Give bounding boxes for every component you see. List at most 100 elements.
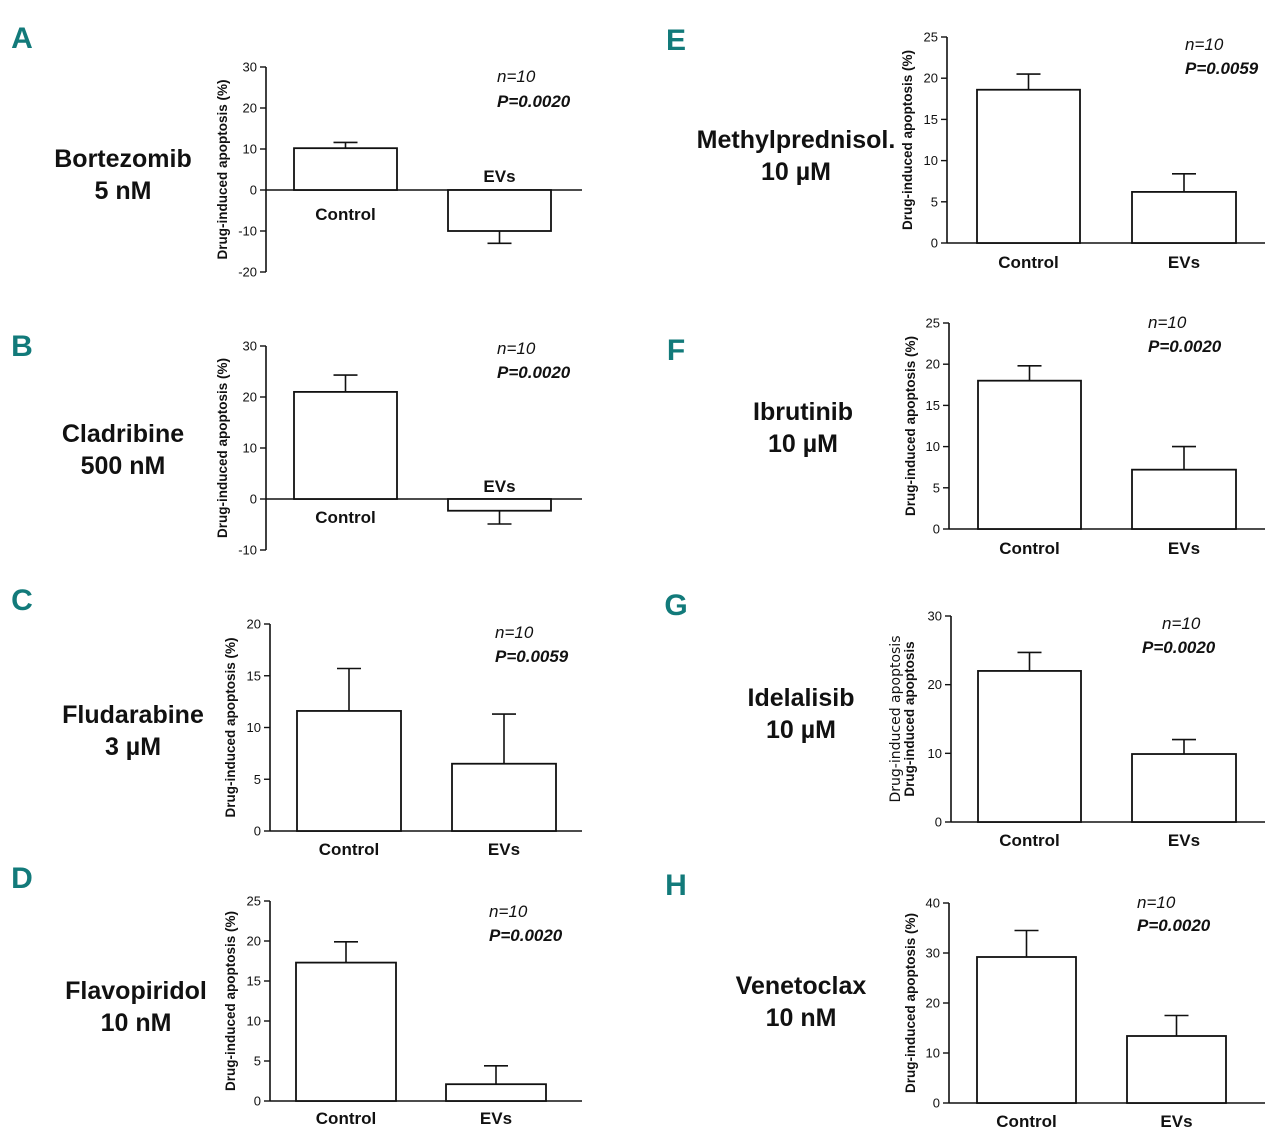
y-axis-label-overlay: Drug-induced apoptosis xyxy=(888,636,904,803)
y-tick-label: 20 xyxy=(247,617,261,632)
panel-h: H Venetoclax 10 nM 40 30 20 10 0 Drug-induced ap… xyxy=(665,869,1265,1131)
y-tick-label: 25 xyxy=(247,894,261,909)
y-tick-label: 0 xyxy=(250,492,257,507)
y-tick-label: 10 xyxy=(924,153,938,168)
drug-dose: 10 nM xyxy=(101,1009,172,1037)
drug-dose: 3 µM xyxy=(105,733,161,761)
drug-dose: 500 nM xyxy=(81,452,166,480)
y-axis-label: Drug-induced apoptosis (%) xyxy=(223,638,238,818)
p-value-label: P=0.0059 xyxy=(1185,59,1259,78)
y-tick-label: 20 xyxy=(247,934,261,949)
y-tick-label: 0 xyxy=(933,1096,940,1111)
p-value-label: P=0.0020 xyxy=(497,363,571,382)
y-tick-label: 10 xyxy=(243,441,257,456)
category-label: Control xyxy=(999,539,1059,558)
bar-evs xyxy=(451,762,557,832)
drug-dose: 10 µM xyxy=(766,716,836,744)
bar-evs xyxy=(447,498,552,512)
n-label: n=10 xyxy=(1162,614,1201,633)
y-tick-label: 20 xyxy=(926,996,940,1011)
y-tick-label: 0 xyxy=(250,183,257,198)
bar-control xyxy=(296,710,402,832)
y-tick-label: 10 xyxy=(928,746,942,761)
drug-name: Cladribine xyxy=(62,420,184,448)
y-tick-label: -10 xyxy=(238,543,257,558)
y-tick-label: 5 xyxy=(254,772,261,787)
bar-control xyxy=(293,147,398,191)
bar-evs xyxy=(445,1083,547,1102)
y-tick-label: 30 xyxy=(243,60,257,75)
bar-control xyxy=(295,961,397,1102)
y-tick-label: 0 xyxy=(254,1094,261,1109)
category-label: EVs xyxy=(488,840,520,859)
panel-letter: G xyxy=(664,589,687,622)
drug-name: Bortezomib xyxy=(54,145,192,173)
y-axis-label: Drug-induced apoptosis (%) xyxy=(223,911,238,1091)
category-label: EVs xyxy=(1168,253,1200,272)
category-label: Control xyxy=(319,840,379,859)
p-value-label: P=0.0020 xyxy=(489,926,563,945)
y-tick-label: 15 xyxy=(924,112,938,127)
y-tick-label: 20 xyxy=(924,71,938,86)
y-axis-label: Drug-induced apoptosis (%) xyxy=(900,50,915,230)
n-label: n=10 xyxy=(497,67,536,86)
drug-name: Flavopiridol xyxy=(65,977,207,1005)
y-tick-label: 10 xyxy=(247,1014,261,1029)
category-label: EVs xyxy=(483,477,515,496)
panel-letter: C xyxy=(11,584,33,617)
y-tick-label: 10 xyxy=(247,720,261,735)
p-value-label: P=0.0020 xyxy=(1148,337,1222,356)
n-label: n=10 xyxy=(497,339,536,358)
drug-name: Idelalisib xyxy=(748,684,855,712)
n-label: n=10 xyxy=(489,902,528,921)
category-label: Control xyxy=(315,508,375,527)
category-label: EVs xyxy=(480,1109,512,1128)
panel-letter: H xyxy=(665,869,687,902)
panel-e: E Methylprednisol. 10 µM 25 20 15 10 5 0 Drug-ind… xyxy=(666,24,1265,272)
n-label: n=10 xyxy=(495,623,534,642)
p-value-label: P=0.0020 xyxy=(497,92,571,111)
panel-c: C Fludarabine 3 µM 20 15 10 5 0 Drug-induced apo… xyxy=(11,584,582,859)
n-label: n=10 xyxy=(1148,313,1187,332)
drug-name: Ibrutinib xyxy=(753,398,853,426)
y-tick-label: 10 xyxy=(926,439,940,454)
p-value-label: P=0.0020 xyxy=(1137,916,1211,935)
panel-d: D Flavopiridol 10 nM 25 20 15 10 5 0 Drug-induced… xyxy=(11,862,582,1128)
y-tick-label: 30 xyxy=(243,339,257,354)
drug-dose: 10 nM xyxy=(766,1004,837,1032)
category-label: Control xyxy=(999,831,1059,850)
drug-dose: 10 µM xyxy=(761,158,831,186)
bar-control xyxy=(976,88,1081,244)
drug-dose: 5 nM xyxy=(95,177,152,205)
panel-letter: A xyxy=(11,22,33,55)
y-tick-label: -20 xyxy=(238,265,257,280)
y-tick-label: 0 xyxy=(254,824,261,839)
y-tick-label: 0 xyxy=(935,815,942,830)
y-tick-label: 30 xyxy=(928,609,942,624)
panel-letter: E xyxy=(666,24,686,57)
y-tick-label: 15 xyxy=(247,974,261,989)
y-axis-label: Drug-induced apoptosis (%) xyxy=(215,358,230,538)
y-tick-label: -10 xyxy=(238,224,257,239)
y-tick-label: 40 xyxy=(926,896,940,911)
category-label: EVs xyxy=(1160,1112,1192,1131)
category-label: Control xyxy=(316,1109,376,1128)
y-tick-label: 5 xyxy=(254,1054,261,1069)
drug-name: Venetoclax xyxy=(736,972,867,1000)
panel-b: B Cladribine 500 nM 30 20 10 0 -10 Drug-induced … xyxy=(11,330,582,558)
y-tick-label: 25 xyxy=(926,316,940,331)
bar-evs xyxy=(447,189,552,232)
y-tick-label: 20 xyxy=(926,357,940,372)
category-label: Control xyxy=(996,1112,1056,1131)
p-value-label: P=0.0020 xyxy=(1142,638,1216,657)
panel-letter: B xyxy=(11,330,33,363)
panel-letter: D xyxy=(11,862,33,895)
bar-evs xyxy=(1131,191,1237,244)
category-label: Control xyxy=(998,253,1058,272)
y-axis-label: Drug-induced apoptosis (%) xyxy=(903,913,918,1093)
y-tick-label: 15 xyxy=(926,398,940,413)
drug-name: Methylprednisol. xyxy=(697,126,896,154)
drug-dose: 10 µM xyxy=(768,430,838,458)
bar-control xyxy=(977,379,1082,530)
y-tick-label: 15 xyxy=(247,668,261,683)
